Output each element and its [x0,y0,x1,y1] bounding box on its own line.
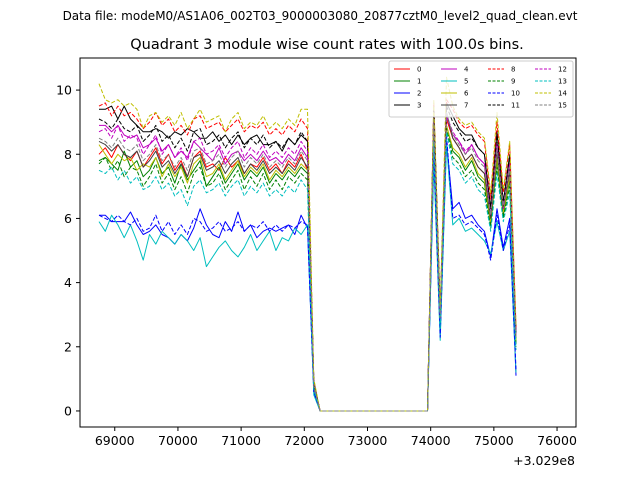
series-line-12 [98,115,517,412]
legend-label-6: 6 [464,90,469,98]
x-tick-label: 69000 [95,433,135,448]
x-tick-label: 76000 [537,433,577,448]
legend-label-10: 10 [511,90,520,98]
y-tick-label: 4 [64,275,72,290]
x-tick-label: 70000 [158,433,198,448]
series-layer [98,76,517,412]
y-tick-label: 6 [64,211,72,226]
legend-label-4: 4 [464,66,469,74]
y-axis: 0 2 4 6 8 10 [56,83,80,418]
legend-label-12: 12 [558,66,567,74]
legend-label-8: 8 [511,66,515,74]
legend-label-9: 9 [511,78,515,86]
legend-label-5: 5 [464,78,468,86]
legend-box [388,60,574,118]
x-tick-label: 72000 [284,433,324,448]
y-tick-label: 2 [64,339,72,354]
y-tick-label: 8 [64,147,72,162]
suptitle: Data file: modeM0/AS1A06_002T03_90000030… [63,9,578,23]
x-axis: 69000 70000 71000 72000 73000 74000 75000 76000 [95,427,577,448]
axes-frame [79,57,577,428]
legend-label-1: 1 [417,78,421,86]
legend-label-7: 7 [464,102,468,110]
legend-label-14: 14 [558,90,567,98]
x-tick-label: 71000 [221,433,261,448]
x-tick-label: 75000 [474,433,514,448]
legend-label-11: 11 [511,102,520,110]
x-tick-label: 74000 [411,433,451,448]
chart-title: Quadrant 3 module wise count rates with … [130,37,524,53]
legend-label-3: 3 [417,102,421,110]
series-line-13 [98,131,517,412]
legend-label-0: 0 [417,66,421,74]
legend-label-2: 2 [417,90,421,98]
series-line-14 [98,76,517,412]
legend-label-13: 13 [558,78,567,86]
x-tick-label: 73000 [348,433,388,448]
y-tick-label: 0 [64,403,72,418]
series-line-9 [98,128,517,412]
x-offset-label: +3.029e8 [513,453,575,468]
y-tick-label: 10 [56,83,72,98]
legend-label-15: 15 [558,102,567,110]
